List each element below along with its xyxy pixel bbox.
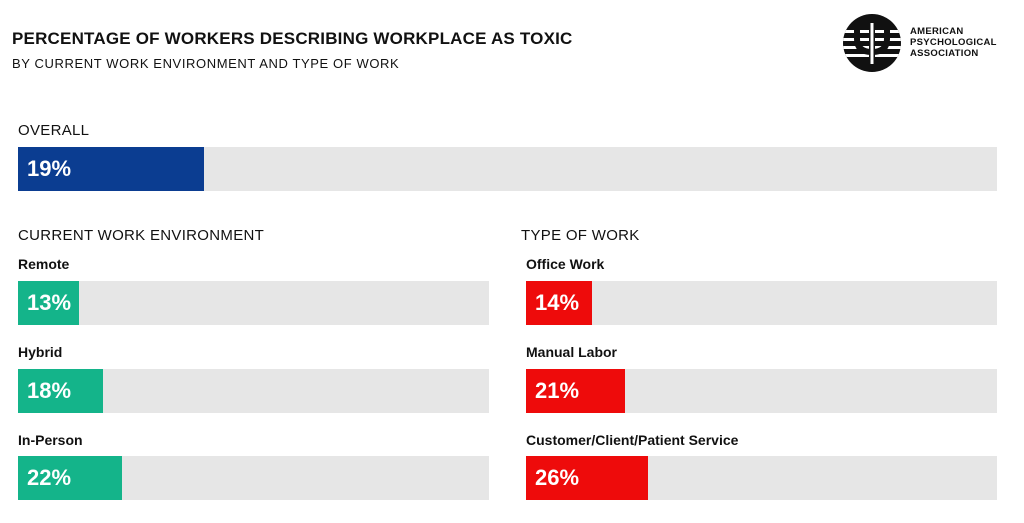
remote-label: Remote [18, 256, 70, 272]
bar-customer-service [526, 456, 649, 500]
hybrid-value-label: 18% [27, 378, 72, 403]
bar-hybrid [18, 369, 103, 413]
environment-section-label: CURRENT WORK ENVIRONMENT [18, 227, 265, 244]
in-person-label: In-Person [18, 432, 83, 448]
logo-line-3: ASSOCIATION [910, 48, 979, 59]
bar-in-person [18, 456, 122, 500]
logo-line-2: PSYCHOLOGICAL [910, 37, 997, 48]
bar-office-work [526, 281, 592, 325]
hybrid-label: Hybrid [18, 344, 63, 360]
customer-service-bar-track: 26% [526, 456, 997, 500]
bar-manual-labor [526, 369, 625, 413]
customer-service-label: Customer/Client/Patient Service [526, 432, 739, 448]
work-type-section-label: TYPE OF WORK [521, 227, 640, 244]
overall-section-label: OVERALL [18, 122, 90, 139]
hybrid-bar-track: 18% [18, 369, 489, 413]
manual-labor-label: Manual Labor [526, 344, 618, 360]
bar-overall [18, 147, 204, 191]
customer-service-value-label: 26% [535, 465, 580, 490]
overall-bar-track: 19% [18, 147, 997, 191]
office-work-label: Office Work [526, 256, 605, 272]
manual-labor-value-label: 21% [535, 378, 580, 403]
manual-labor-bar-track: 21% [526, 369, 997, 413]
office-work-bar-track: 14% [526, 281, 997, 325]
logo-line-1: AMERICAN [910, 26, 964, 37]
psi-emblem-icon [843, 14, 901, 72]
apa-logo: AMERICAN PSYCHOLOGICAL ASSOCIATION [840, 11, 1010, 75]
remote-bar-track: 13% [18, 281, 489, 325]
remote-value-label: 13% [27, 290, 72, 315]
overall-value-label: 19% [27, 156, 72, 181]
in-person-bar-track: 22% [18, 456, 489, 500]
chart-title: PERCENTAGE OF WORKERS DESCRIBING WORKPLA… [12, 29, 573, 48]
chart-subtitle: BY CURRENT WORK ENVIRONMENT AND TYPE OF … [12, 56, 400, 71]
in-person-value-label: 22% [27, 465, 72, 490]
office-work-value-label: 14% [535, 290, 580, 315]
logo-wordmark: AMERICAN PSYCHOLOGICAL ASSOCIATION [910, 26, 997, 59]
bar-remote [18, 281, 80, 325]
